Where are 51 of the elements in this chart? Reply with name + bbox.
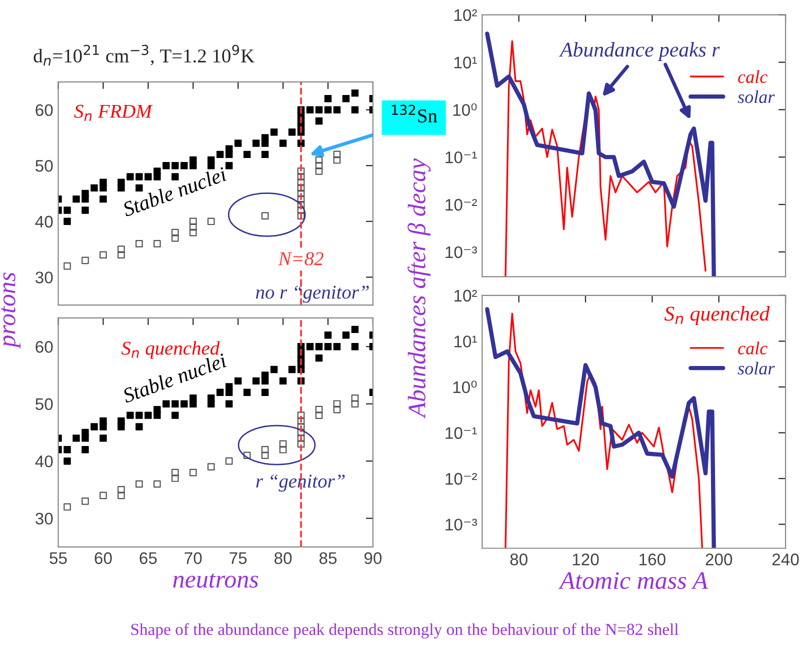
- x-tick-label: 80: [510, 554, 528, 566]
- y-tick-label: 30: [35, 512, 53, 525]
- x-tick-label: 70: [184, 552, 202, 564]
- y-tick-label: 50: [36, 160, 53, 172]
- y-tick-label: 10⁰: [453, 380, 477, 394]
- text: Stable nuclei: [121, 166, 228, 217]
- y-tick-label: 10⁻³: [446, 518, 477, 531]
- legend-label: calc: [738, 70, 768, 84]
- y-tick-label: 40: [35, 216, 53, 228]
- x-axis-title: neutrons: [173, 573, 258, 588]
- text: $^{132}$Sn: [392, 104, 438, 122]
- y-tick-label: 10¹: [454, 336, 477, 348]
- x-tick-label: 65: [140, 552, 157, 564]
- annotation: r “genitor”: [256, 474, 345, 492]
- x-tick-label: 85: [319, 552, 337, 564]
- y-tick-label: 10⁻¹: [446, 151, 477, 164]
- x-tick-label: 60: [94, 552, 112, 564]
- y-tick-label: 40: [35, 455, 53, 468]
- x-tick-label: 75: [230, 552, 247, 564]
- y-tick-label: 50: [36, 398, 53, 410]
- y-axis-title: Abundances after β decay: [408, 158, 431, 419]
- legend-label: solar: [738, 90, 775, 104]
- text: Shape of the abundance peak depends strongly on the behaviour of the N=82 shell: [131, 623, 678, 638]
- y-axis-title: protons: [1, 272, 20, 349]
- x-tick-label: 120: [572, 554, 599, 566]
- y-tick-label: 60: [36, 104, 53, 116]
- x-tick-label: 80: [274, 552, 292, 564]
- ref-line-label: N=82: [278, 252, 324, 266]
- y-tick-label: 10⁻¹: [446, 427, 477, 439]
- y-tick-label: 10⁻²: [446, 198, 477, 211]
- legend-label: calc: [738, 342, 768, 354]
- annotation: S$_{n}$ FRDM: [74, 104, 153, 121]
- y-tick-label: 10⁻³: [446, 246, 477, 258]
- x-tick-label: 90: [364, 552, 382, 564]
- y-tick-label: 10⁻²: [446, 472, 477, 485]
- y-tick-label: 10²: [454, 9, 477, 22]
- x-tick-label: 200: [706, 554, 732, 566]
- y-tick-label: 10⁰: [453, 103, 477, 116]
- x-axis-title: Atomic mass A: [558, 572, 708, 590]
- y-tick-label: 60: [36, 341, 53, 353]
- annotation: Abundance peaks r: [558, 42, 720, 61]
- annotation: no r “genitor”: [256, 286, 369, 303]
- y-tick-label: 10²: [454, 290, 477, 302]
- annotation: S$_{n}$ quenched: [664, 306, 770, 325]
- chart-title: d$_{n}$=10$^{21}$ cm$^{−3}$, T=1.2 10$^{9}$K: [34, 44, 254, 66]
- legend-label: solar: [738, 362, 775, 375]
- y-tick-label: 10¹: [454, 56, 477, 68]
- x-tick-label: 160: [640, 554, 666, 566]
- x-tick-label: 240: [772, 554, 799, 566]
- x-tick-label: 55: [50, 552, 67, 564]
- y-tick-label: 30: [35, 272, 53, 284]
